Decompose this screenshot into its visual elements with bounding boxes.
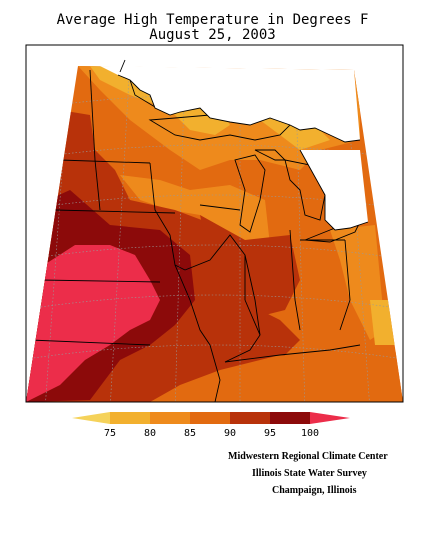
zone-85-90-south — [150, 345, 403, 402]
credit-location: Champaign, Illinois — [272, 485, 357, 496]
map-title-line2: August 25, 2003 — [149, 27, 276, 43]
legend-label-75: 75 — [104, 428, 116, 439]
canada-border — [117, 59, 369, 231]
legend-swatch-75-80 — [110, 412, 150, 424]
legend-swatch-below-75 — [72, 412, 110, 424]
legend-swatch-above-100 — [310, 412, 350, 424]
legend-swatch-90-95 — [230, 412, 270, 424]
map-title-line1: Average High Temperature in Degrees F — [56, 12, 369, 28]
zone-75-80-southeast — [370, 300, 395, 345]
credit-org: Midwestern Regional Climate Center — [228, 451, 388, 462]
legend-label-100: 100 — [301, 428, 319, 439]
legend-label-85: 85 — [184, 428, 196, 439]
credit-survey: Illinois State Water Survey — [252, 468, 367, 479]
legend-swatch-85-90 — [190, 412, 230, 424]
legend-label-95: 95 — [264, 428, 276, 439]
state-boundaries — [29, 69, 361, 402]
zone-above-100 — [26, 245, 160, 402]
legend-label-80: 80 — [144, 428, 156, 439]
canada-mask — [100, 66, 368, 230]
map-frame — [25, 44, 404, 403]
legend-label-90: 90 — [224, 428, 236, 439]
legend-swatch-95-100 — [270, 412, 310, 424]
legend-swatch-80-85 — [150, 412, 190, 424]
graticule-lines — [26, 66, 403, 402]
